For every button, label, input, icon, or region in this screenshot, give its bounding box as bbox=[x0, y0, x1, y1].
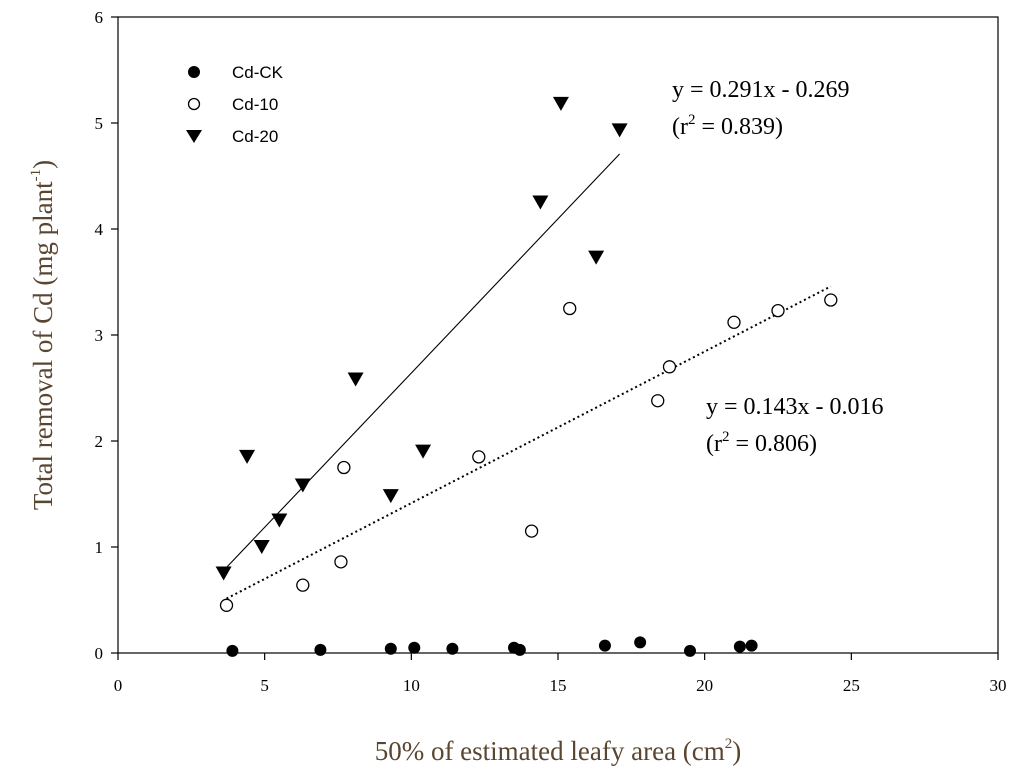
x-tick-label: 25 bbox=[843, 676, 860, 695]
point-cd-10 bbox=[727, 315, 741, 329]
x-axis-title: 50% of estimated leafy area (cm2) bbox=[375, 736, 742, 766]
point-cd-10 bbox=[524, 524, 539, 538]
legend-marker-cd-ck bbox=[188, 66, 200, 78]
r2-value-cd-10: 0.806 bbox=[755, 431, 809, 457]
r2-text-cd-10: (r2 = 0.806) bbox=[706, 429, 817, 457]
point-cd-20 bbox=[611, 123, 628, 138]
equation-cd-20: y = 0.291x - 0.269 (r2 = 0.839) bbox=[672, 77, 850, 140]
point-cd-20 bbox=[588, 250, 605, 265]
r2-text-cd-20: (r2 = 0.839) bbox=[672, 112, 783, 140]
y-tick-label: 0 bbox=[95, 644, 104, 663]
legend: Cd-CK Cd-10 Cd-20 bbox=[186, 63, 284, 146]
point-cd-20 bbox=[552, 96, 569, 111]
r2-value-cd-20: 0.839 bbox=[721, 114, 775, 140]
fit-lines bbox=[223, 153, 832, 600]
equation-text-cd-20: y = 0.291x - 0.269 bbox=[672, 77, 850, 103]
point-cd-20 bbox=[294, 478, 311, 493]
legend-label-cd-10: Cd-10 bbox=[232, 95, 278, 114]
x-tick-label: 0 bbox=[114, 676, 123, 695]
point-cd-10 bbox=[219, 598, 234, 612]
point-cd-10 bbox=[563, 301, 577, 316]
point-cd-ck bbox=[446, 642, 459, 655]
point-cd-ck bbox=[513, 643, 526, 656]
point-cd-20 bbox=[532, 195, 549, 210]
y-tick-label: 5 bbox=[95, 114, 104, 133]
point-cd-10 bbox=[662, 360, 677, 374]
legend-marker-cd-10 bbox=[187, 97, 201, 111]
point-cd-ck bbox=[745, 639, 758, 652]
legend-marker-cd-20 bbox=[186, 130, 202, 143]
x-tick-label: 30 bbox=[990, 676, 1007, 695]
point-cd-10 bbox=[472, 450, 486, 464]
y-tick-label: 2 bbox=[95, 432, 104, 451]
point-cd-ck bbox=[634, 636, 647, 649]
point-cd-10 bbox=[334, 555, 348, 569]
equation-cd-10: y = 0.143x - 0.016 (r2 = 0.806) bbox=[706, 394, 884, 457]
point-cd-ck bbox=[733, 640, 746, 653]
y-tick-label: 3 bbox=[95, 326, 104, 345]
point-cd-ck bbox=[408, 641, 421, 654]
fit-line-cd-10 bbox=[226, 285, 832, 600]
point-cd-20 bbox=[347, 372, 364, 387]
point-cd-20 bbox=[415, 444, 432, 459]
axis-ticks: 0 5 10 15 20 25 30 0 1 2 3 4 5 6 bbox=[95, 8, 1007, 695]
x-tick-label: 20 bbox=[696, 676, 713, 695]
point-cd-20 bbox=[271, 513, 288, 528]
point-cd-10 bbox=[296, 578, 310, 592]
point-cd-ck bbox=[226, 644, 239, 657]
point-cd-ck bbox=[598, 639, 611, 652]
y-axis-title: Total removal of Cd (mg plant-1) bbox=[28, 160, 58, 510]
point-cd-20 bbox=[382, 489, 399, 504]
point-cd-ck bbox=[684, 644, 696, 657]
point-cd-10 bbox=[337, 460, 351, 475]
x-tick-label: 5 bbox=[260, 676, 269, 695]
point-cd-20 bbox=[215, 566, 232, 581]
fit-line-cd-20 bbox=[223, 153, 620, 571]
legend-label-cd-ck: Cd-CK bbox=[232, 63, 284, 82]
x-tick-label: 10 bbox=[403, 676, 420, 695]
point-cd-ck bbox=[314, 643, 327, 656]
point-cd-10 bbox=[771, 303, 785, 318]
x-tick-label: 15 bbox=[550, 676, 567, 695]
data-points bbox=[215, 96, 838, 657]
point-cd-10 bbox=[651, 394, 665, 408]
point-cd-20 bbox=[253, 540, 270, 554]
y-tick-label: 4 bbox=[95, 220, 104, 239]
y-tick-label: 1 bbox=[95, 538, 104, 557]
equation-text-cd-10: y = 0.143x - 0.016 bbox=[706, 394, 884, 420]
point-cd-10 bbox=[824, 293, 838, 307]
point-cd-ck bbox=[384, 642, 397, 655]
y-tick-label: 6 bbox=[95, 8, 104, 27]
legend-label-cd-20: Cd-20 bbox=[232, 127, 278, 146]
point-cd-20 bbox=[239, 449, 256, 464]
